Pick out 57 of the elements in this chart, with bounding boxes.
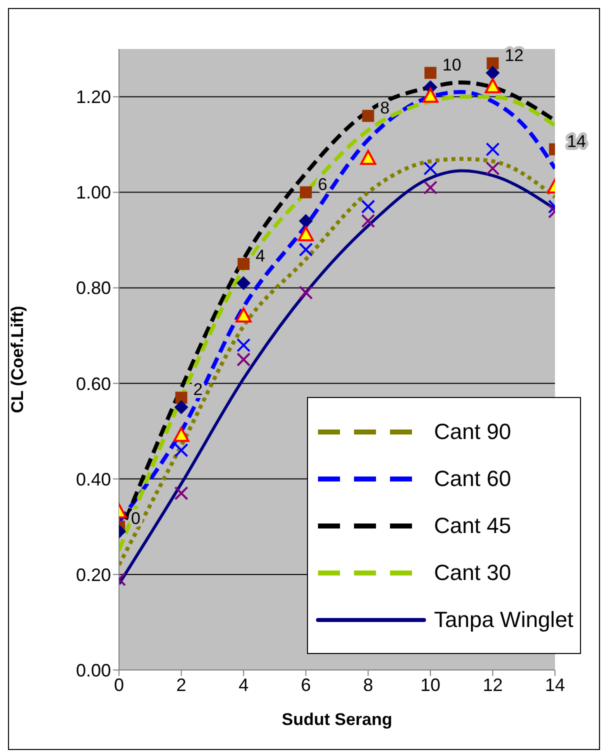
y-axis-title: CL (Coef.Lift)	[8, 306, 28, 414]
y-tick-label: 0.40	[76, 469, 111, 490]
point	[238, 258, 250, 270]
y-tick-label: 0.00	[76, 660, 111, 680]
point	[174, 443, 188, 458]
x-tick-label: 0	[114, 674, 124, 695]
y-tick-label: 0.80	[76, 278, 111, 298]
x-tick-label: 4	[238, 674, 249, 695]
legend-label: Cant 30	[434, 560, 512, 586]
point	[484, 78, 501, 94]
point	[486, 142, 500, 156]
point	[298, 286, 313, 300]
annotation: 0	[131, 509, 140, 528]
point	[236, 308, 252, 323]
point	[236, 276, 251, 290]
annotation: 14	[567, 132, 586, 151]
point	[486, 66, 500, 80]
point	[361, 214, 376, 228]
point	[423, 180, 438, 195]
x-axis-title: Sudut Serang	[282, 710, 392, 729]
legend-label: Cant 45	[434, 512, 512, 538]
point	[362, 110, 374, 122]
point	[422, 88, 438, 103]
legend-label: Cant 90	[434, 418, 512, 444]
annotation: 2	[193, 380, 203, 400]
point	[174, 486, 188, 500]
x-tick-label: 14	[544, 674, 566, 695]
point	[236, 338, 251, 352]
annotation: 10	[442, 55, 462, 74]
point	[236, 352, 251, 366]
x-tick-label: 8	[363, 674, 374, 695]
annotation: 4	[256, 246, 266, 266]
point	[361, 200, 376, 214]
point	[300, 186, 312, 198]
annotation: 8	[380, 98, 390, 118]
annotation: 12	[504, 46, 524, 65]
x-tick-label: 10	[420, 674, 440, 695]
y-tick-label: 0.20	[76, 564, 111, 585]
point	[298, 226, 314, 242]
point	[175, 392, 188, 404]
legend-label: Tanpa Winglet	[434, 606, 574, 632]
point	[423, 161, 438, 176]
point	[298, 242, 313, 257]
y-tick-label: 1.20	[76, 87, 111, 108]
x-tick-label: 2	[176, 674, 186, 695]
annotation: 6	[318, 174, 328, 194]
y-tick-label: 1.00	[76, 182, 111, 203]
point	[360, 150, 376, 165]
point	[486, 161, 500, 176]
point	[174, 400, 188, 414]
legend-label: Cant 60	[434, 466, 512, 492]
point	[424, 66, 436, 79]
x-tick-label: 12	[482, 674, 503, 695]
point	[486, 57, 499, 70]
x-tick-label: 6	[300, 674, 311, 695]
y-tick-label: 0.60	[76, 374, 111, 394]
point	[298, 214, 313, 228]
